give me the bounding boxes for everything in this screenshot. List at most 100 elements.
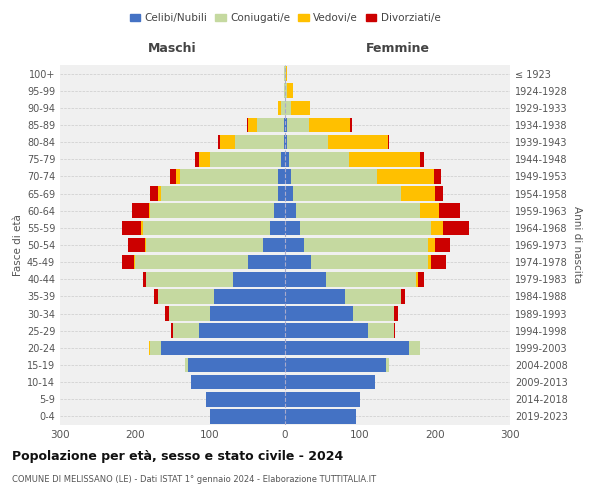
Bar	[285, 204, 296, 218]
Text: COMUNE DI MELISSANO (LE) - Dati ISTAT 1° gennaio 2024 - Elaborazione TUTTITALIA.: COMUNE DI MELISSANO (LE) - Dati ISTAT 1°…	[12, 475, 376, 484]
Bar	[122, 255, 133, 270]
Bar	[210, 152, 281, 166]
Bar	[284, 118, 285, 132]
Bar	[285, 409, 356, 424]
Y-axis label: Anni di nascita: Anni di nascita	[572, 206, 581, 284]
Bar	[146, 238, 263, 252]
Bar	[233, 272, 285, 286]
Bar	[195, 152, 199, 166]
Bar	[141, 220, 143, 235]
Bar	[443, 220, 469, 235]
Bar	[133, 255, 135, 270]
Bar	[291, 169, 377, 184]
Bar	[285, 152, 289, 166]
Bar	[248, 118, 257, 132]
Bar	[270, 220, 285, 235]
Bar	[367, 324, 394, 338]
Bar	[122, 220, 141, 235]
Bar	[199, 152, 210, 166]
Bar	[418, 272, 424, 286]
Bar	[277, 169, 285, 184]
Text: Femmine: Femmine	[365, 42, 430, 55]
Bar	[431, 255, 446, 270]
Bar	[285, 186, 293, 201]
Bar	[235, 135, 284, 150]
Bar	[145, 238, 146, 252]
Bar	[154, 289, 157, 304]
Bar	[427, 238, 435, 252]
Bar	[210, 409, 285, 424]
Bar	[285, 100, 291, 115]
Bar	[149, 340, 150, 355]
Bar	[185, 358, 187, 372]
Bar	[285, 358, 386, 372]
Bar	[247, 118, 248, 132]
Bar	[187, 358, 285, 372]
Bar	[293, 186, 401, 201]
Bar	[169, 306, 210, 321]
Bar	[284, 135, 285, 150]
Bar	[214, 289, 285, 304]
Bar	[285, 238, 304, 252]
Bar	[431, 220, 443, 235]
Bar	[345, 289, 401, 304]
Bar	[328, 135, 388, 150]
Bar	[146, 272, 233, 286]
Bar	[287, 118, 309, 132]
Bar	[285, 169, 291, 184]
Bar	[353, 306, 394, 321]
Bar	[285, 220, 300, 235]
Bar	[199, 324, 285, 338]
Bar	[135, 255, 248, 270]
Bar	[289, 152, 349, 166]
Bar	[439, 204, 460, 218]
Bar	[218, 135, 220, 150]
Bar	[394, 306, 398, 321]
Bar	[401, 289, 405, 304]
Bar	[210, 306, 285, 321]
Bar	[150, 186, 157, 201]
Bar	[165, 306, 169, 321]
Bar	[435, 238, 450, 252]
Bar	[157, 289, 214, 304]
Bar	[386, 358, 389, 372]
Bar	[281, 100, 285, 115]
Bar	[149, 204, 150, 218]
Bar	[285, 118, 287, 132]
Bar	[300, 220, 431, 235]
Bar	[161, 340, 285, 355]
Bar	[285, 375, 375, 390]
Bar	[281, 152, 285, 166]
Bar	[285, 306, 353, 321]
Bar	[277, 100, 281, 115]
Bar	[304, 238, 427, 252]
Bar	[128, 238, 145, 252]
Bar	[291, 100, 310, 115]
Bar	[286, 66, 287, 81]
Bar	[394, 324, 395, 338]
Bar	[350, 118, 352, 132]
Bar	[157, 186, 161, 201]
Bar	[263, 238, 285, 252]
Bar	[143, 220, 270, 235]
Bar	[161, 186, 277, 201]
Bar	[285, 392, 360, 406]
Bar	[257, 118, 284, 132]
Bar	[220, 135, 235, 150]
Bar	[420, 152, 424, 166]
Bar	[285, 272, 326, 286]
Bar	[285, 289, 345, 304]
Bar	[132, 204, 149, 218]
Bar	[311, 255, 427, 270]
Bar	[420, 204, 439, 218]
Bar	[287, 135, 328, 150]
Bar	[143, 272, 146, 286]
Bar	[171, 324, 173, 338]
Bar	[285, 324, 367, 338]
Bar	[285, 340, 409, 355]
Bar	[284, 84, 285, 98]
Bar	[433, 169, 441, 184]
Bar	[388, 135, 389, 150]
Bar	[248, 255, 285, 270]
Bar	[284, 66, 285, 81]
